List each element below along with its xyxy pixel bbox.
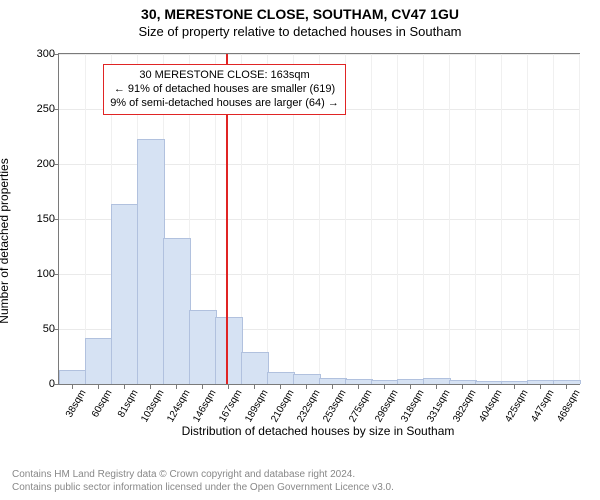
annotation-box: 30 MERESTONE CLOSE: 163sqm← 91% of detac… bbox=[103, 64, 346, 115]
x-tick-label: 318sqm bbox=[392, 384, 426, 424]
x-tick-label: 124sqm bbox=[158, 384, 192, 424]
x-tick-mark bbox=[176, 384, 177, 389]
x-tick-mark bbox=[306, 384, 307, 389]
x-tick-mark bbox=[228, 384, 229, 389]
vgrid bbox=[527, 54, 528, 384]
x-tick-label: 38sqm bbox=[57, 384, 88, 419]
footer-attribution: Contains HM Land Registry data © Crown c… bbox=[0, 468, 592, 494]
histogram-bar bbox=[267, 372, 294, 384]
plot-area: 05010015020025030038sqm60sqm81sqm103sqm1… bbox=[58, 53, 580, 385]
histogram-bar bbox=[293, 374, 320, 384]
vgrid bbox=[449, 54, 450, 384]
vgrid bbox=[423, 54, 424, 384]
y-tick-mark bbox=[54, 109, 59, 110]
x-tick-mark bbox=[150, 384, 151, 389]
chart-subtitle: Size of property relative to detached ho… bbox=[0, 22, 600, 43]
x-tick-mark bbox=[462, 384, 463, 389]
x-tick-label: 210sqm bbox=[262, 384, 296, 424]
vgrid bbox=[553, 54, 554, 384]
y-tick-mark bbox=[54, 274, 59, 275]
x-tick-mark bbox=[358, 384, 359, 389]
x-tick-label: 331sqm bbox=[418, 384, 452, 424]
vgrid bbox=[475, 54, 476, 384]
vgrid bbox=[371, 54, 372, 384]
y-tick-mark bbox=[54, 164, 59, 165]
x-tick-label: 146sqm bbox=[184, 384, 218, 424]
x-tick-label: 447sqm bbox=[522, 384, 556, 424]
annotation-line: ← 91% of detached houses are smaller (61… bbox=[110, 82, 339, 96]
histogram-bar bbox=[59, 370, 86, 384]
x-tick-mark bbox=[436, 384, 437, 389]
x-tick-label: 232sqm bbox=[288, 384, 322, 424]
x-tick-mark bbox=[72, 384, 73, 389]
vgrid bbox=[579, 54, 580, 384]
x-tick-label: 275sqm bbox=[340, 384, 374, 424]
x-tick-mark bbox=[540, 384, 541, 389]
footer-line: Contains HM Land Registry data © Crown c… bbox=[12, 468, 592, 481]
x-tick-mark bbox=[202, 384, 203, 389]
y-tick-mark bbox=[54, 329, 59, 330]
x-tick-label: 60sqm bbox=[83, 384, 114, 419]
chart-title: 30, MERESTONE CLOSE, SOUTHAM, CV47 1GU bbox=[0, 0, 600, 22]
x-tick-label: 468sqm bbox=[548, 384, 582, 424]
x-tick-mark bbox=[332, 384, 333, 389]
x-tick-mark bbox=[566, 384, 567, 389]
x-tick-label: 167sqm bbox=[210, 384, 244, 424]
vgrid bbox=[397, 54, 398, 384]
histogram-bar bbox=[163, 238, 190, 384]
x-tick-label: 253sqm bbox=[314, 384, 348, 424]
x-tick-mark bbox=[514, 384, 515, 389]
footer-line: Contains public sector information licen… bbox=[12, 481, 592, 494]
x-tick-mark bbox=[488, 384, 489, 389]
y-tick-mark bbox=[54, 54, 59, 55]
chart-container: Number of detached properties 0501001502… bbox=[10, 43, 590, 438]
histogram-bar bbox=[85, 338, 112, 384]
x-tick-label: 425sqm bbox=[496, 384, 530, 424]
x-tick-label: 404sqm bbox=[470, 384, 504, 424]
y-tick-mark bbox=[54, 219, 59, 220]
histogram-bar bbox=[111, 204, 138, 384]
histogram-bar bbox=[241, 352, 268, 384]
y-axis-label: Number of detached properties bbox=[0, 158, 11, 323]
vgrid bbox=[85, 54, 86, 384]
x-tick-label: 382sqm bbox=[444, 384, 478, 424]
histogram-bar bbox=[137, 139, 164, 384]
vgrid bbox=[501, 54, 502, 384]
annotation-line: 9% of semi-detached houses are larger (6… bbox=[110, 96, 339, 110]
x-tick-mark bbox=[98, 384, 99, 389]
y-tick-mark bbox=[54, 384, 59, 385]
x-tick-mark bbox=[384, 384, 385, 389]
x-axis-label: Distribution of detached houses by size … bbox=[58, 424, 578, 438]
x-tick-mark bbox=[410, 384, 411, 389]
x-tick-mark bbox=[124, 384, 125, 389]
histogram-bar bbox=[215, 317, 242, 384]
annotation-line: 30 MERESTONE CLOSE: 163sqm bbox=[110, 68, 339, 82]
histogram-bar bbox=[189, 310, 216, 384]
x-tick-mark bbox=[254, 384, 255, 389]
x-tick-label: 189sqm bbox=[236, 384, 270, 424]
x-tick-label: 296sqm bbox=[366, 384, 400, 424]
x-tick-mark bbox=[280, 384, 281, 389]
x-tick-label: 103sqm bbox=[132, 384, 166, 424]
